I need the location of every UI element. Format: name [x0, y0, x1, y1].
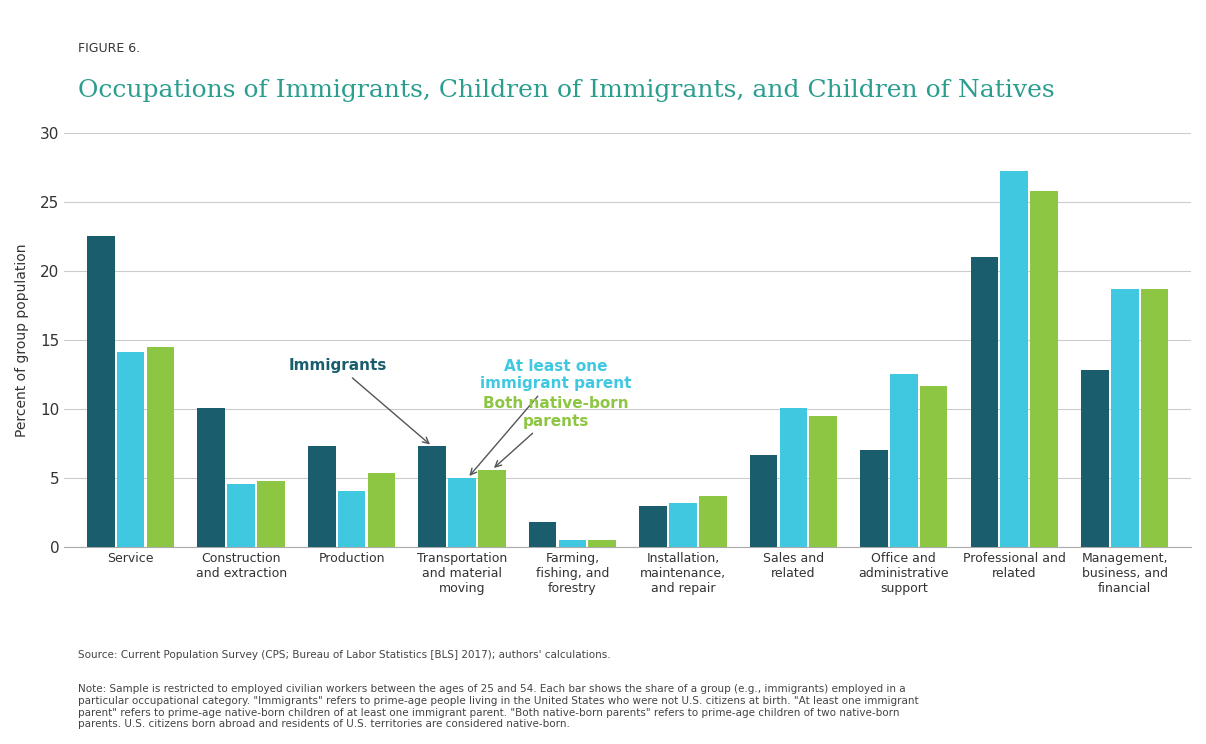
Text: Immigrants: Immigrants — [289, 359, 429, 443]
Text: FIGURE 6.: FIGURE 6. — [78, 42, 141, 55]
Bar — [558, 540, 586, 548]
Bar — [449, 478, 476, 548]
Bar — [147, 347, 174, 548]
Text: At least one
immigrant parent: At least one immigrant parent — [470, 359, 632, 475]
Bar — [117, 353, 145, 548]
Bar — [920, 385, 948, 548]
Bar — [639, 506, 667, 548]
Bar — [890, 374, 918, 548]
Text: Occupations of Immigrants, Children of Immigrants, and Children of Natives: Occupations of Immigrants, Children of I… — [78, 79, 1055, 102]
Text: Note: Sample is restricted to employed civilian workers between the ages of 25 a: Note: Sample is restricted to employed c… — [78, 684, 919, 729]
Bar — [860, 450, 888, 548]
Bar — [669, 503, 697, 548]
Bar — [308, 446, 335, 548]
Bar — [257, 481, 285, 548]
Bar — [1141, 289, 1169, 548]
Bar — [368, 472, 396, 548]
Bar — [750, 455, 778, 548]
Bar — [418, 446, 446, 548]
Bar — [1001, 171, 1028, 548]
Bar — [528, 522, 556, 548]
Bar — [1030, 190, 1058, 548]
Bar — [478, 469, 505, 548]
Bar — [779, 408, 807, 548]
Bar — [198, 408, 226, 548]
Bar — [227, 484, 254, 548]
Text: Source: Current Population Survey (CPS; Bureau of Labor Statistics [BLS] 2017); : Source: Current Population Survey (CPS; … — [78, 650, 611, 661]
Text: Both native-born
parents: Both native-born parents — [484, 397, 628, 467]
Bar — [1111, 289, 1138, 548]
Bar — [971, 257, 999, 548]
Bar — [338, 490, 365, 548]
Bar — [589, 540, 616, 548]
Y-axis label: Percent of group population: Percent of group population — [14, 243, 29, 437]
Bar — [699, 496, 726, 548]
Bar — [1081, 371, 1108, 548]
Bar — [87, 237, 115, 548]
Bar — [809, 416, 837, 548]
